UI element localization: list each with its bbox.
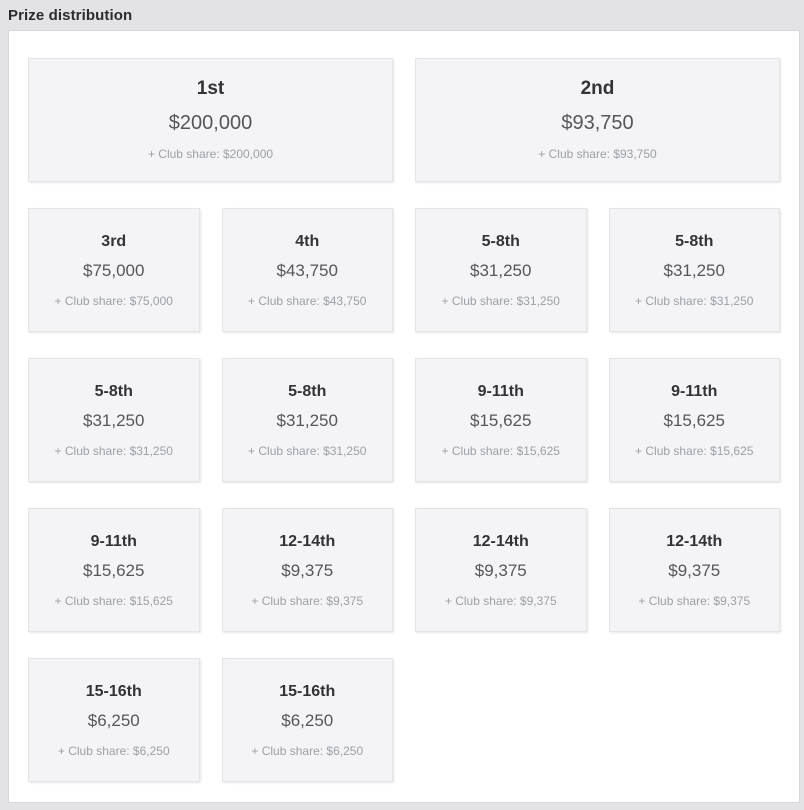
prize-club-share: + Club share: $15,625 — [441, 443, 560, 458]
prize-amount: $15,625 — [663, 411, 725, 431]
prize-rank: 9-11th — [477, 383, 524, 401]
prize-card: 5-8th $31,250 + Club share: $31,250 — [221, 358, 393, 482]
prize-amount: $15,625 — [83, 561, 145, 581]
prize-card: 1st $200,000 + Club share: $200,000 — [28, 58, 393, 182]
prize-amount: $31,250 — [276, 411, 338, 431]
prize-club-share: + Club share: $200,000 — [147, 147, 274, 162]
prize-club-share: + Club share: $15,625 — [54, 593, 173, 608]
prize-card: 9-11th $15,625 + Club share: $15,625 — [415, 358, 587, 482]
page-title: Prize distribution — [8, 6, 133, 24]
prize-club-share: + Club share: $31,250 — [54, 443, 173, 458]
prize-rank: 4th — [295, 233, 320, 251]
prize-club-share: + Club share: $9,375 — [251, 593, 364, 608]
prize-card: 2nd $93,750 + Club share: $93,750 — [415, 58, 780, 182]
prize-amount: $31,250 — [470, 261, 532, 281]
prize-rank: 2nd — [580, 78, 615, 100]
prize-rank: 5-8th — [94, 383, 133, 401]
prize-rank: 5-8th — [288, 383, 327, 401]
prize-amount: $200,000 — [168, 112, 253, 135]
prize-rank: 12-14th — [472, 533, 529, 551]
prize-club-share: + Club share: $31,250 — [441, 293, 560, 308]
prize-grid: 1st $200,000 + Club share: $200,000 2nd … — [28, 58, 780, 782]
page-header: Prize distribution — [0, 0, 804, 30]
prize-card: 5-8th $31,250 + Club share: $31,250 — [608, 208, 780, 332]
prize-card: 15-16th $6,250 + Club share: $6,250 — [221, 658, 393, 782]
prize-rank: 5-8th — [675, 233, 714, 251]
prize-card: 4th $43,750 + Club share: $43,750 — [221, 208, 393, 332]
prize-rank: 12-14th — [279, 533, 336, 551]
prize-club-share: + Club share: $43,750 — [248, 293, 367, 308]
prize-card: 5-8th $31,250 + Club share: $31,250 — [28, 358, 200, 482]
prize-rank: 9-11th — [90, 533, 137, 551]
prize-club-share: + Club share: $15,625 — [635, 443, 754, 458]
prize-amount: $9,375 — [474, 561, 527, 581]
prize-rank: 15-16th — [85, 683, 142, 701]
prize-rank: 1st — [196, 78, 225, 100]
prize-rank: 15-16th — [279, 683, 336, 701]
prize-card: 12-14th $9,375 + Club share: $9,375 — [221, 508, 393, 632]
prize-amount: $93,750 — [561, 112, 634, 135]
prize-panel: 1st $200,000 + Club share: $200,000 2nd … — [8, 30, 800, 803]
prize-club-share: + Club share: $93,750 — [538, 147, 657, 162]
prize-amount: $9,375 — [668, 561, 721, 581]
prize-club-share: + Club share: $31,250 — [248, 443, 367, 458]
prize-rank: 9-11th — [671, 383, 718, 401]
prize-club-share: + Club share: $9,375 — [638, 593, 751, 608]
prize-club-share: + Club share: $75,000 — [54, 293, 173, 308]
prize-card: 12-14th $9,375 + Club share: $9,375 — [608, 508, 780, 632]
prize-amount: $6,250 — [87, 711, 140, 731]
prize-club-share: + Club share: $6,250 — [251, 743, 364, 758]
prize-amount: $43,750 — [276, 261, 338, 281]
prize-card: 15-16th $6,250 + Club share: $6,250 — [28, 658, 200, 782]
prize-card: 5-8th $31,250 + Club share: $31,250 — [415, 208, 587, 332]
prize-card: 3rd $75,000 + Club share: $75,000 — [28, 208, 200, 332]
prize-amount: $31,250 — [663, 261, 725, 281]
prize-club-share: + Club share: $9,375 — [444, 593, 557, 608]
prize-card: 9-11th $15,625 + Club share: $15,625 — [608, 358, 780, 482]
prize-amount: $75,000 — [83, 261, 145, 281]
prize-rank: 12-14th — [666, 533, 723, 551]
prize-club-share: + Club share: $31,250 — [635, 293, 754, 308]
prize-club-share: + Club share: $6,250 — [57, 743, 170, 758]
prize-amount: $31,250 — [83, 411, 145, 431]
prize-rank: 3rd — [101, 233, 127, 251]
prize-amount: $15,625 — [470, 411, 532, 431]
prize-card: 12-14th $9,375 + Club share: $9,375 — [415, 508, 587, 632]
prize-card: 9-11th $15,625 + Club share: $15,625 — [28, 508, 200, 632]
prize-amount: $6,250 — [281, 711, 334, 731]
prize-amount: $9,375 — [281, 561, 334, 581]
prize-rank: 5-8th — [481, 233, 520, 251]
